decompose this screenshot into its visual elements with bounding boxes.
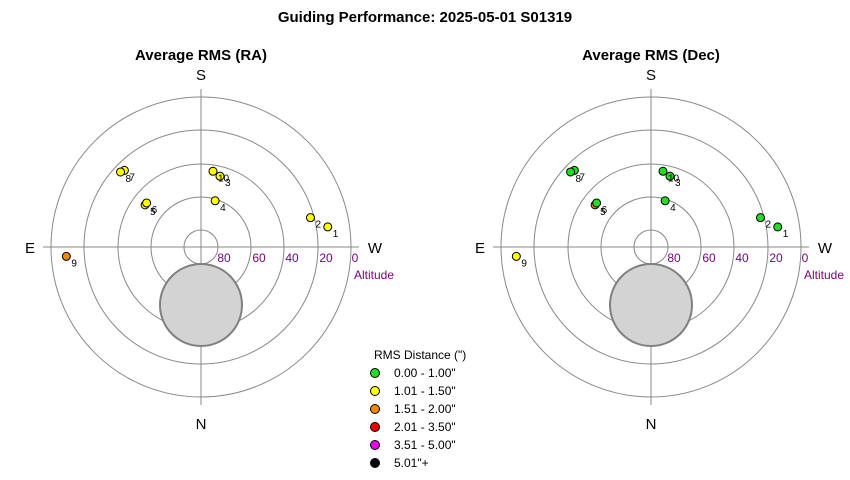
panel-2-altitude-tick: 80 — [667, 251, 681, 265]
panel-1-point-label-7: 7 — [129, 172, 135, 183]
panel-1-point-label-3: 3 — [225, 178, 231, 189]
panel-1-point-label-5: 5 — [150, 207, 156, 218]
panel-1-altitude-tick: 40 — [285, 251, 299, 265]
legend-swatch — [370, 422, 380, 432]
panel-2-point-label-6: 6 — [602, 205, 608, 216]
panel-2-altitude-tick: 0 — [802, 251, 809, 265]
panel-1-title: Average RMS (RA) — [135, 47, 267, 64]
panel-2-point-2 — [755, 213, 765, 223]
panel-1-point-3 — [215, 171, 225, 181]
panel-2-direction-right: W — [818, 240, 833, 257]
panel-1-point-label-1: 1 — [333, 229, 339, 240]
legend-item: 2.01 - 3.50" — [360, 418, 510, 436]
legend-item: 5.01"+ — [360, 454, 510, 472]
legend-label: 5.01"+ — [394, 456, 429, 470]
panel-2-point-label-8: 8 — [576, 174, 582, 185]
panel-1-point-label-4: 4 — [220, 203, 226, 214]
panel-2-point-label-5: 5 — [600, 207, 606, 218]
panel-2-title: Average RMS (Dec) — [582, 47, 720, 64]
panel-2-point-6 — [592, 198, 602, 208]
legend-items: 0.00 - 1.00" 1.01 - 1.50" 1.51 - 2.00" 2.01… — [360, 364, 510, 472]
panel-1-point-label-6: 6 — [152, 205, 158, 216]
chart-title: Guiding Performance: 2025-05-01 S01319 — [277, 9, 573, 26]
panel-2-point-label-1: 1 — [783, 229, 789, 240]
panel-2-point-label-10: 10 — [668, 173, 680, 184]
panel-1-point-9 — [61, 251, 71, 261]
panel-1-point-10 — [208, 166, 218, 176]
panel-1-direction-top: S — [196, 67, 206, 84]
panel-1-direction-left: E — [25, 240, 35, 257]
legend-label: 2.01 - 3.50" — [394, 420, 456, 434]
legend-item: 1.01 - 1.50" — [360, 382, 510, 400]
legend-item: 0.00 - 1.00" — [360, 364, 510, 382]
panel-2-point-label-4: 4 — [670, 203, 676, 214]
legend-label: 1.01 - 1.50" — [394, 384, 456, 398]
panel-2-direction-left: E — [475, 240, 485, 257]
panel-1-point-8 — [116, 167, 126, 177]
panel-1-altitude-tick: 80 — [217, 251, 231, 265]
legend-swatch — [370, 440, 380, 450]
panel-2-altitude-tick: 40 — [735, 251, 749, 265]
panel-1-altitude-tick: 20 — [319, 251, 333, 265]
panel-1-altitude-tick: 60 — [252, 251, 266, 265]
panel-1-point-1 — [323, 222, 333, 232]
panel-1-point-2 — [305, 213, 315, 223]
panel-2-point-label-7: 7 — [579, 172, 585, 183]
legend-title: RMS Distance (") — [374, 348, 467, 362]
panel-2-altitude-label: Altitude — [804, 268, 844, 282]
panel-2-point-4 — [660, 196, 670, 206]
panel-2-point-label-9: 9 — [521, 258, 527, 269]
panel-2-direction-top: S — [646, 67, 656, 84]
legend-label: 0.00 - 1.00" — [394, 366, 456, 380]
panel-2-obstruction-disc — [609, 263, 693, 347]
panel-1-direction-right: W — [368, 240, 383, 257]
panel-1-point-label-2: 2 — [315, 220, 321, 231]
panel-2-point-1 — [773, 222, 783, 232]
panel-2-altitude-tick: 20 — [769, 251, 783, 265]
panel-1-point-4 — [210, 196, 220, 206]
panel-1-point-label-8: 8 — [126, 174, 132, 185]
legend-swatch — [370, 458, 380, 468]
legend-swatch — [370, 404, 380, 414]
panel-2-altitude-tick: 60 — [702, 251, 716, 265]
panel-2-direction-bottom: N — [646, 416, 657, 433]
legend-swatch — [370, 368, 380, 378]
panel-2-point-label-3: 3 — [675, 178, 681, 189]
legend-label: 3.51 - 5.00" — [394, 438, 456, 452]
panel-1-direction-bottom: N — [196, 416, 207, 433]
panel-2-point-label-2: 2 — [765, 220, 771, 231]
panel-1-point-label-9: 9 — [71, 258, 77, 269]
legend-item: 3.51 - 5.00" — [360, 436, 510, 454]
legend: RMS Distance (") 0.00 - 1.00" 1.01 - 1.50… — [360, 348, 510, 472]
legend-label: 1.51 - 2.00" — [394, 402, 456, 416]
panel-2-point-10 — [658, 166, 668, 176]
panel-1-point-6 — [142, 198, 152, 208]
panel-1-point-label-10: 10 — [218, 173, 230, 184]
legend-swatch — [370, 386, 380, 396]
panel-1-altitude-label: Altitude — [354, 268, 394, 282]
panel-2-point-9 — [511, 251, 521, 261]
panel-2-point-3 — [665, 171, 675, 181]
panel-1-obstruction-disc — [159, 263, 243, 347]
panel-2-point-8 — [566, 167, 576, 177]
legend-item: 1.51 - 2.00" — [360, 400, 510, 418]
panel-1-altitude-tick: 0 — [352, 251, 359, 265]
